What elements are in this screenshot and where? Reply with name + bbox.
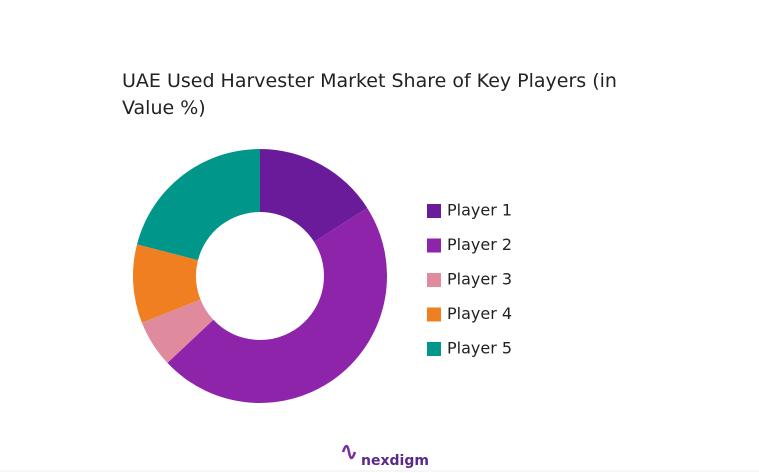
legend-swatch — [427, 204, 441, 218]
brand-text: nexdigm — [361, 453, 429, 469]
legend-swatch — [427, 342, 441, 356]
donut-slice — [132, 244, 201, 323]
legend-label: Player 1 — [447, 201, 512, 220]
brand-logo — [341, 444, 357, 460]
legend-label: Player 2 — [447, 235, 512, 254]
legend-swatch — [427, 273, 441, 287]
legend-swatch — [427, 307, 441, 322]
donut-slice — [141, 299, 214, 363]
legend-swatch — [427, 238, 441, 253]
legend-label: Player 3 — [447, 270, 512, 289]
donut-slice — [167, 207, 387, 403]
legend-label: Player 5 — [447, 339, 512, 358]
donut-slice — [260, 149, 368, 242]
chart-title: UAE Used Harvester Market Share of Key P… — [122, 70, 617, 119]
legend-label: Player 4 — [447, 304, 512, 323]
donut-slice — [136, 149, 260, 261]
